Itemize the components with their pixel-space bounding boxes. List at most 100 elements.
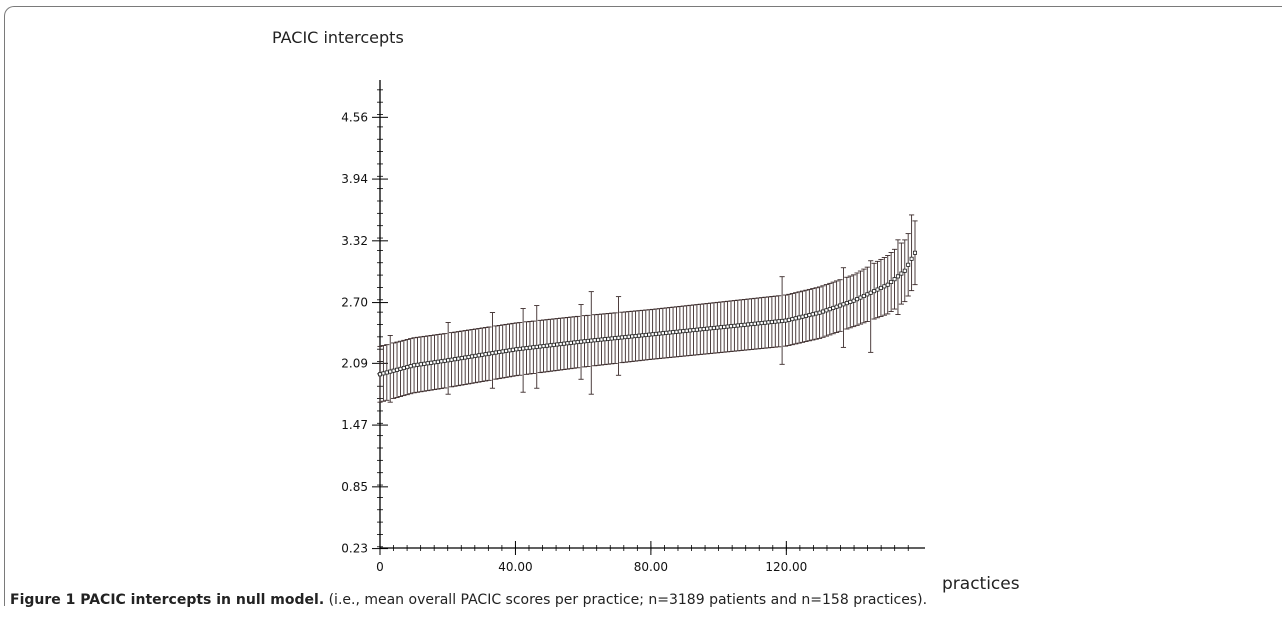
intercept-point [602, 337, 607, 342]
intercept-point [899, 271, 904, 276]
intercept-point [429, 360, 434, 365]
intercept-point [384, 370, 389, 375]
intercept-point [483, 352, 488, 357]
intercept-point [551, 342, 556, 347]
intercept-point [875, 287, 880, 292]
intercept-point [718, 325, 723, 330]
intercept-point [902, 268, 907, 273]
intercept-point [892, 277, 897, 282]
intercept-point [446, 358, 451, 363]
intercept-point [786, 317, 791, 322]
intercept-point [831, 305, 836, 310]
intercept-point [418, 362, 423, 367]
intercept-point [739, 323, 744, 328]
intercept-point [630, 334, 635, 339]
intercept-point [858, 295, 863, 300]
intercept-point [889, 279, 894, 284]
intercept-point [599, 337, 604, 342]
intercept-point [459, 356, 464, 361]
intercept-point [585, 338, 590, 343]
intercept-point [793, 316, 798, 321]
intercept-point [865, 292, 870, 297]
figure-frame [4, 6, 1282, 606]
intercept-point [756, 321, 761, 326]
intercept-point [640, 333, 645, 338]
intercept-point [705, 326, 710, 331]
intercept-point [466, 354, 471, 359]
y-tick-label: 2.70 [341, 296, 368, 310]
intercept-point [521, 346, 526, 351]
intercept-point [763, 320, 768, 325]
intercept-point [480, 352, 485, 357]
intercept-point [555, 342, 560, 347]
intercept-point [592, 338, 597, 343]
intercept-point [746, 322, 751, 327]
intercept-point [415, 362, 420, 367]
intercept-point [913, 250, 918, 255]
intercept-point [623, 335, 628, 340]
intercept-point [470, 354, 475, 359]
intercept-point [412, 363, 417, 368]
intercept-point [435, 359, 440, 364]
intercept-point [633, 334, 638, 339]
intercept-point [790, 317, 795, 322]
x-tick-label: 120.00 [765, 560, 807, 574]
intercept-point [527, 345, 532, 350]
intercept-point [909, 256, 914, 261]
intercept-point [855, 297, 860, 302]
intercept-point [439, 359, 444, 364]
intercept-point [504, 348, 509, 353]
intercept-point [688, 328, 693, 333]
x-axis-label: practices [942, 574, 1020, 594]
intercept-point [507, 348, 512, 353]
intercept-point [582, 339, 587, 344]
intercept-point [473, 353, 478, 358]
intercept-point [558, 342, 563, 347]
intercept-point [797, 315, 802, 320]
intercept-point [769, 319, 774, 324]
y-tick-label: 4.56 [341, 110, 368, 124]
intercept-point [759, 321, 764, 326]
y-axis-label: PACIC intercepts [272, 28, 404, 47]
intercept-point [579, 339, 584, 344]
intercept-point [401, 365, 406, 370]
intercept-point [838, 303, 843, 308]
intercept-point [408, 364, 413, 369]
intercept-point [810, 312, 815, 317]
intercept-point [906, 262, 911, 267]
intercept-point [708, 326, 713, 331]
intercept-point [425, 361, 430, 366]
intercept-point [711, 325, 716, 330]
intercept-point [732, 323, 737, 328]
intercept-point [848, 299, 853, 304]
intercept-point [885, 282, 890, 287]
intercept-point [534, 344, 539, 349]
intercept-point [531, 345, 536, 350]
intercept-point [487, 351, 492, 356]
intercept-point [589, 338, 594, 343]
intercept-point [544, 343, 549, 348]
y-tick-label: 0.85 [341, 480, 368, 494]
intercept-point [872, 289, 877, 294]
intercept-point [398, 366, 403, 371]
intercept-point [657, 331, 662, 336]
figure-caption-text: (i.e., mean overall PACIC scores per pra… [324, 592, 928, 608]
intercept-point [405, 365, 410, 370]
intercept-point [575, 340, 580, 345]
intercept-point [671, 330, 676, 335]
intercept-point [752, 321, 757, 326]
intercept-point [497, 350, 502, 355]
axes: 0.23 0.85 1.47 2.09 2.70 3.32 3.94 4.56 0 40.00 80… [341, 80, 925, 574]
intercept-point [773, 319, 778, 324]
x-tick-label: 40.00 [498, 560, 532, 574]
figure-label: Figure 1 PACIC intercepts in null model. [10, 592, 325, 608]
intercept-point [391, 368, 396, 373]
intercept-point [807, 313, 812, 318]
y-tick-label: 1.47 [341, 418, 368, 432]
intercept-point [841, 302, 846, 307]
intercept-point [452, 357, 457, 362]
intercept-point [851, 298, 856, 303]
intercept-point [742, 322, 747, 327]
intercept-point [660, 331, 665, 336]
